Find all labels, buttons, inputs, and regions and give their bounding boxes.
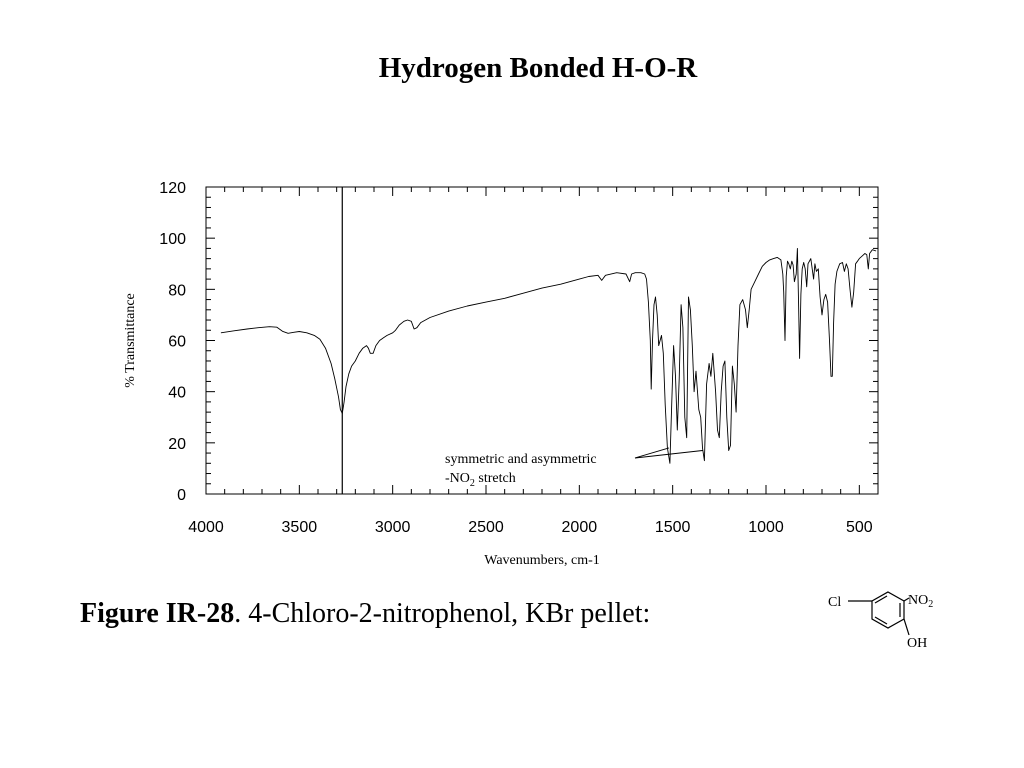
no2-subscript: 2 xyxy=(928,599,933,610)
figure-caption: Figure IR-28. 4-Chloro-2-nitrophenol, KB… xyxy=(80,598,650,630)
figure-caption-text: . 4-Chloro-2-nitrophenol, KBr pellet: xyxy=(234,598,651,629)
cl-label: Cl xyxy=(828,595,841,610)
axis-ticks xyxy=(205,186,879,495)
y-tick-label: 0 xyxy=(177,487,186,504)
tick-labels: 4000 3500 3000 2500 2000 1500 1000 500 0 20 40 60 80… xyxy=(159,180,872,536)
annotation: symmetric and asymmetric -NO2 stretch xyxy=(445,447,703,489)
x-tick-label: 3000 xyxy=(375,519,411,536)
x-tick-label: 4000 xyxy=(188,519,224,536)
y-tick-label: 120 xyxy=(159,180,186,197)
oh-label: OH xyxy=(907,636,927,651)
oh-bond xyxy=(903,618,910,636)
chloronitrophenol-structure: Cl NO2 OH xyxy=(828,591,933,651)
no2-label: NO2 xyxy=(908,593,933,610)
x-tick-label: 2000 xyxy=(562,519,598,536)
annotation-pointers xyxy=(634,447,703,459)
annotation-subscript: 2 xyxy=(470,478,475,489)
benzene-ring xyxy=(848,591,910,636)
figure-label: Figure IR-28 xyxy=(80,598,235,629)
y-tick-label: 80 xyxy=(168,282,186,299)
x-tick-label: 1500 xyxy=(655,519,691,536)
spectrum-line xyxy=(220,247,877,464)
x-axis-label: Wavenumbers, cm-1 xyxy=(484,553,600,568)
y-tick-label: 100 xyxy=(159,231,186,248)
annotation-pointer xyxy=(634,450,703,459)
y-tick-label: 60 xyxy=(168,334,186,351)
x-tick-label: 1000 xyxy=(748,519,784,536)
y-tick-label: 20 xyxy=(168,436,186,453)
x-tick-label: 500 xyxy=(846,519,873,536)
slide-title: Hydrogen Bonded H-O-R xyxy=(378,52,698,84)
annotation-pointer xyxy=(634,447,670,459)
y-tick-label: 40 xyxy=(168,385,186,402)
x-tick-label: 2500 xyxy=(468,519,504,536)
x-tick-label: 3500 xyxy=(282,519,318,536)
annotation-no-prefix: -NO xyxy=(445,471,470,486)
plot-frame xyxy=(205,186,879,495)
ir-spectrum-chart: 4000 3500 3000 2500 2000 1500 1000 500 0 20 40 60 80… xyxy=(123,180,879,568)
annotation-line-1: symmetric and asymmetric xyxy=(445,452,597,467)
y-axis-label: % Transmittance xyxy=(123,293,138,388)
no2-main: NO xyxy=(908,593,928,608)
annotation-line-2: -NO2 stretch xyxy=(445,471,516,489)
annotation-suffix: stretch xyxy=(475,471,516,486)
no2-bond xyxy=(903,597,910,602)
